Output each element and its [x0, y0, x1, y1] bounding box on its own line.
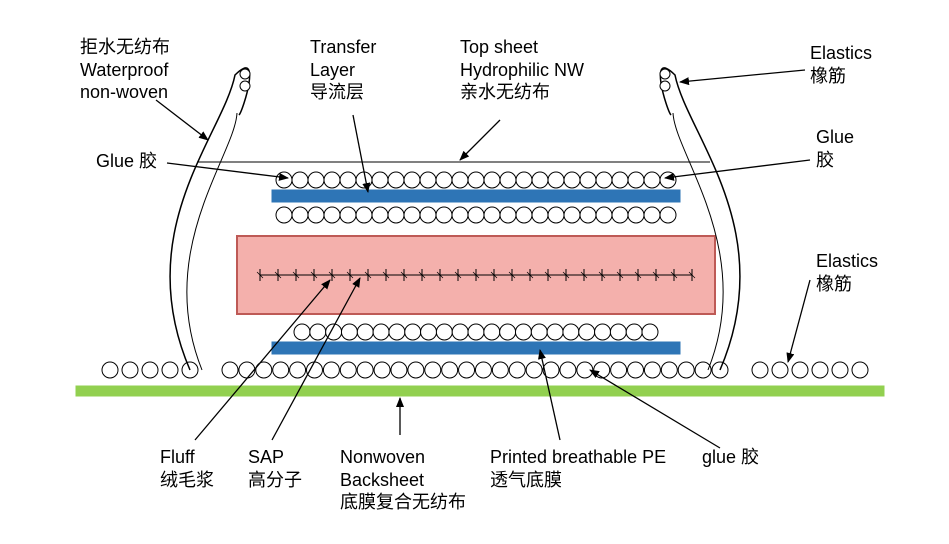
label-sap: SAP 高分子 [248, 446, 302, 491]
label-elastics-top: Elastics 橡筋 [810, 42, 872, 87]
waterproof-arrow [156, 100, 208, 140]
glue-left-arrow [167, 163, 288, 178]
label-elastics-mid: Elastics 橡筋 [816, 250, 878, 295]
cuff-right [660, 68, 740, 370]
label-fluff: Fluff 绒毛浆 [160, 446, 214, 491]
green-backsheet-bar [76, 386, 884, 396]
blue-bar-top [272, 190, 680, 202]
label-printed-pe: Printed breathable PE 透气底膜 [490, 446, 666, 491]
elastics-top-arrow [680, 70, 805, 82]
glue-bottom-arrow [590, 370, 720, 448]
blue-bar-bottom [272, 342, 680, 354]
diagram-canvas: 拒水无纺布 Waterproof non-woven Transfer Laye… [0, 0, 949, 544]
fluff-arrow [195, 280, 330, 440]
glue-right-arrow [665, 160, 810, 178]
label-waterproof-nw: 拒水无纺布 Waterproof non-woven [80, 36, 170, 104]
transfer-arrow [353, 115, 368, 192]
elastics-mid-arrow [788, 280, 810, 362]
printed-pe-arrow [540, 350, 560, 440]
cuff-left [170, 68, 250, 370]
absorbent-core [237, 236, 715, 314]
label-glue-bottom: glue 胶 [702, 446, 759, 469]
label-transfer-layer: Transfer Layer 导流层 [310, 36, 376, 104]
label-nw-backsheet: Nonwoven Backsheet 底膜复合无纺布 [340, 446, 466, 514]
label-top-sheet: Top sheet Hydrophilic NW 亲水无纺布 [460, 36, 584, 104]
label-glue-left: Glue 胶 [96, 150, 157, 173]
sap-arrow [272, 278, 360, 440]
label-glue-right: Glue 胶 [816, 126, 854, 171]
topsheet-arrow [460, 120, 500, 160]
